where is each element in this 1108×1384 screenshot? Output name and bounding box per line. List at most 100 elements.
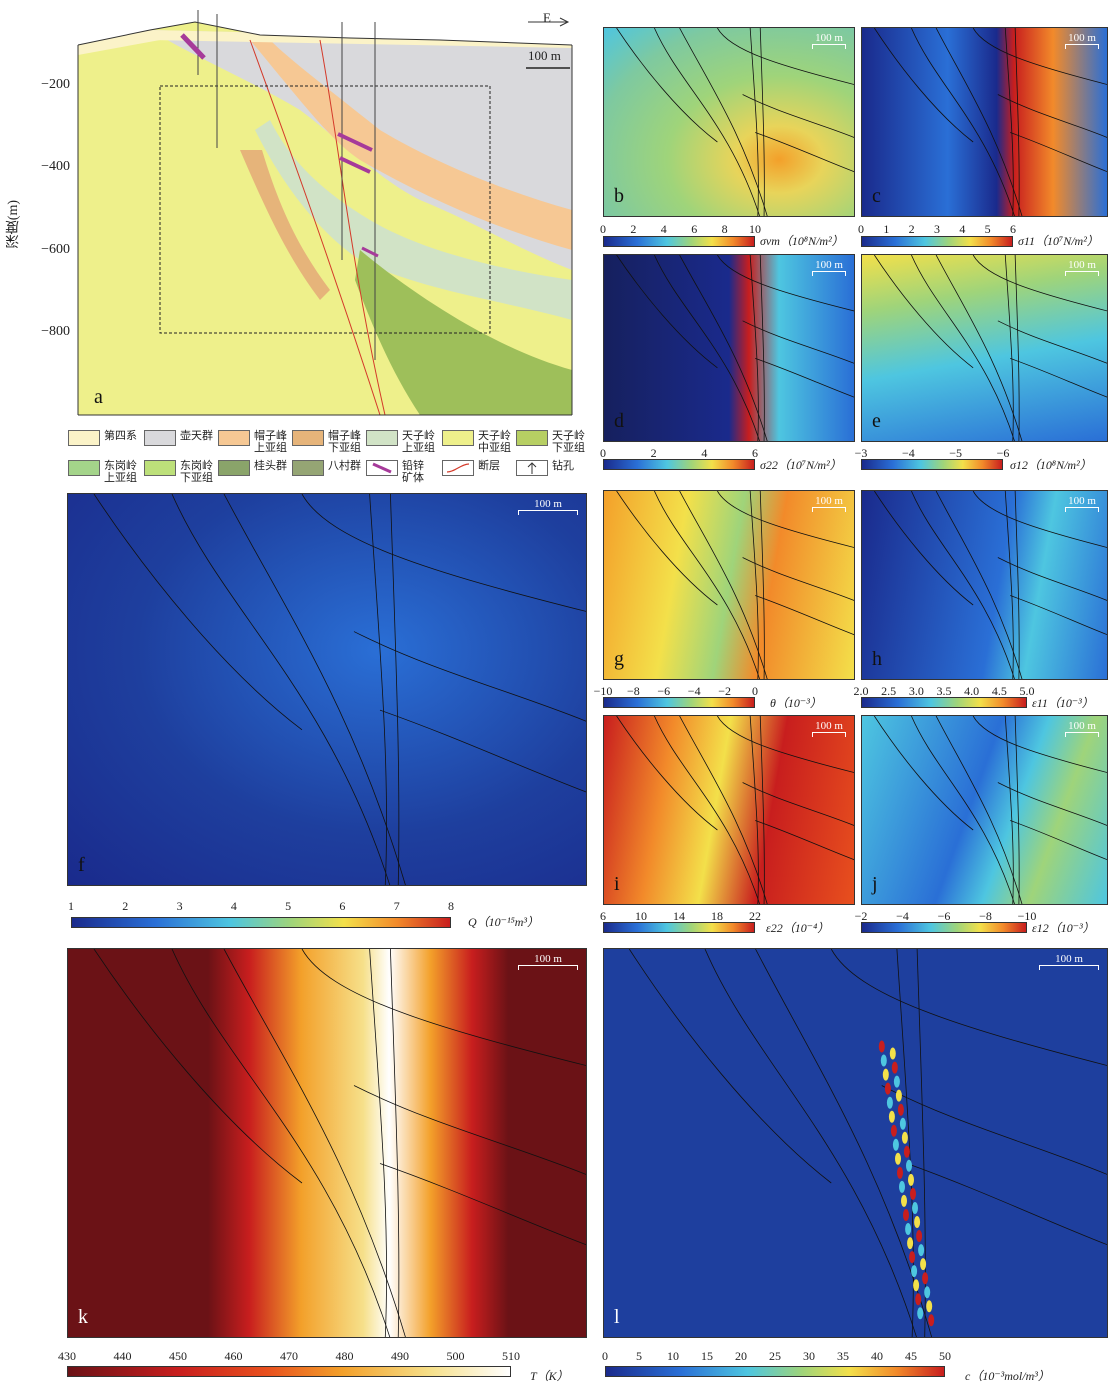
colorbar-unit: σ11（10⁷N/m²） — [1018, 234, 1099, 248]
colorbar-c — [861, 236, 1013, 247]
contour-line — [1004, 716, 1014, 904]
colorbar-tick-label: 2 — [650, 446, 657, 460]
colorbar-tick-label: 50 — [939, 1349, 951, 1363]
contour-line — [874, 716, 974, 831]
stratum-contours — [874, 28, 1107, 216]
panel-label: h — [872, 648, 882, 670]
colorbar-tick-label: −4 — [687, 684, 701, 698]
contour-line — [906, 1163, 1107, 1246]
colorbar-h — [861, 697, 1027, 708]
colorbar-tick-label: 6 — [1010, 222, 1016, 236]
legend-item: 帽子峰 上亚组 — [218, 430, 287, 454]
colorbar-tick-label: 20 — [735, 1349, 747, 1363]
legend-text: 第四系 — [104, 430, 137, 442]
scale-bar: 100 m — [1065, 720, 1099, 737]
scale-bar: 100 m — [812, 259, 846, 276]
contour-line — [742, 94, 854, 138]
colorbar-ticks: 1 2 3 4 5 6 7 8 — [68, 899, 454, 913]
stratum-contours — [616, 255, 854, 441]
contour-line — [717, 491, 854, 548]
concentration-spot — [889, 1047, 896, 1060]
contour-line — [654, 716, 760, 904]
concentration-spot — [910, 1187, 916, 1200]
panel-a: 深度(m) −200 −400 −600 −800 — [0, 0, 600, 500]
colorbar-tick-label: 2 — [630, 222, 637, 236]
colorbar-tick-label: 7 — [393, 899, 400, 913]
colorbar-f — [71, 917, 451, 928]
contour-line — [742, 782, 854, 826]
legend-swatch — [68, 460, 100, 476]
colorbar-tick-label: 10 — [635, 909, 647, 923]
colorbar-unit: σvm（10⁸N/m²） — [760, 234, 844, 248]
contour-line — [616, 28, 718, 143]
contour-line — [997, 320, 1107, 364]
panel-label: l — [614, 1306, 620, 1328]
colorbar-tick-label: 35 — [837, 1349, 849, 1363]
colorbar-tick-label: 5 — [984, 222, 991, 236]
legend-swatch — [516, 460, 548, 476]
contour-line — [1004, 491, 1014, 679]
contour-line — [896, 949, 914, 1337]
contour-line — [390, 949, 400, 1337]
legend-item: 帽子峰 下亚组 — [292, 430, 361, 454]
scale-bar-line — [1065, 44, 1099, 49]
contour-line — [628, 949, 832, 1184]
panel-label: d — [614, 410, 624, 432]
contour-line — [972, 716, 1107, 773]
panel-label: i — [614, 873, 620, 895]
contour-line — [654, 28, 760, 216]
scale-bar-line — [518, 510, 578, 515]
legend-item: 八村群 — [292, 460, 361, 476]
concentration-spot — [918, 1244, 925, 1257]
contour-line — [654, 255, 760, 441]
contour-line — [759, 716, 765, 904]
colorbar-tick-label: 440 — [113, 1349, 132, 1363]
ytick: −600 — [41, 242, 70, 257]
ytick: −400 — [41, 159, 70, 174]
legend-item: 钻孔 — [516, 460, 574, 476]
colorbar-tick-label: 480 — [335, 1349, 354, 1363]
contour-line — [755, 820, 854, 861]
scale-bar-line — [1065, 271, 1099, 276]
field-panel-h: h 100 m — [861, 490, 1108, 680]
field-panel-i: i 100 m — [603, 715, 855, 905]
colorbar-tick-label: −10 — [593, 684, 613, 698]
contour-line — [379, 1163, 586, 1246]
contour-line — [353, 631, 586, 722]
scale-bar-label: 100 m — [815, 259, 843, 271]
colorbar-ticks: 0 2 4 6 8 10 — [600, 222, 761, 236]
contour-line — [301, 494, 586, 612]
contour-line — [759, 491, 765, 679]
concentration-spot — [906, 1159, 912, 1172]
concentration-spot — [922, 1272, 929, 1285]
scale-bar-line — [518, 965, 578, 970]
legend-item: 东岗岭 上亚组 — [68, 460, 137, 484]
contour-line — [679, 491, 768, 679]
legend-swatch — [218, 430, 250, 446]
colorbar-tick-label: 500 — [446, 1349, 465, 1363]
scale-bar-label: 100 m — [815, 720, 843, 732]
colorbar-tick-label: 4 — [230, 899, 237, 913]
contour-line — [369, 494, 387, 885]
concentration-spot — [886, 1096, 893, 1109]
panel-label: f — [78, 854, 85, 876]
legend-swatch — [442, 430, 474, 446]
legend: 第四系 壶天群 帽子峰 上亚组 帽子峰 下亚组 天子岭 上亚组 天子岭 中亚组 天子岭 下亚… — [68, 430, 598, 490]
concentration-spot — [893, 1075, 900, 1088]
colorbar-tick-label: 8 — [721, 222, 728, 236]
colorbar-tick-label: 5.0 — [1019, 684, 1035, 698]
scale-bar-line — [812, 271, 846, 276]
contour-line — [1014, 716, 1020, 904]
contour-line — [654, 491, 760, 679]
stratum-contours — [93, 494, 586, 885]
field-panel-e: e 100 m — [861, 254, 1108, 442]
colorbar-tick-label: 6 — [691, 222, 698, 236]
contour-line — [1004, 28, 1014, 216]
contour-line — [742, 320, 854, 364]
colorbar-tick-label: 4.0 — [964, 684, 980, 698]
contour-line — [935, 491, 1023, 679]
colorbar-ticks: −2 −4 −6 −8 −10 — [855, 909, 1037, 923]
colorbar-tick-label: 18 — [711, 909, 723, 923]
legend-text: 东岗岭 下亚组 — [180, 460, 213, 484]
contour-line — [755, 949, 933, 1337]
